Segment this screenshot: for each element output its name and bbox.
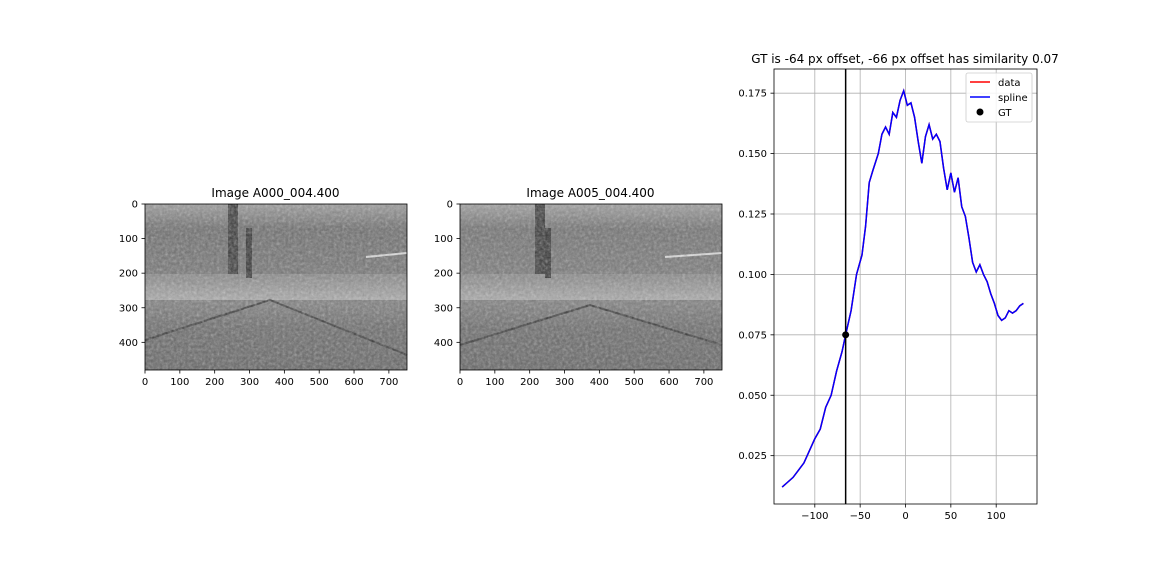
scene-detail-a005: [459, 204, 723, 370]
y-tick-label: 100: [119, 234, 138, 245]
chart-title: GT is -64 px offset, -66 px offset has s…: [751, 52, 1059, 66]
scene-detail-a000: [144, 204, 408, 370]
y-axis-ticks-a005: 0 100 200 300 400: [434, 200, 460, 349]
similarity-line-chart: GT is -64 px offset, -66 px offset has s…: [738, 52, 1058, 522]
y-tick-label: 0.025: [738, 451, 767, 462]
y-tick-label: 0: [447, 200, 453, 211]
legend: data spline GT: [965, 72, 1033, 123]
image-panel-a000: Image A000_004.400 0 100 200 300 400 500 600 70…: [119, 186, 408, 388]
image-panel-a005: Image A005_004.400 0 100 200 300 400 500 600 70…: [434, 186, 723, 388]
legend-item-spline: spline: [970, 93, 1028, 104]
grid-lines: [774, 69, 1037, 504]
x-tick-label: 600: [344, 377, 363, 388]
x-tick-label: 100: [170, 377, 189, 388]
x-tick-label: 100: [987, 511, 1006, 522]
x-tick-label: 50: [944, 511, 957, 522]
y-axis-ticks: 0.025 0.050 0.075 0.100 0.125 0.150 0.175: [738, 89, 774, 462]
y-tick-label: 400: [119, 338, 138, 349]
x-tick-label: 400: [275, 377, 294, 388]
x-axis-ticks: −100 −50 0 50 100: [801, 504, 1006, 522]
y-tick-label: 400: [434, 338, 453, 349]
image-title-a005: Image A005_004.400: [526, 186, 654, 200]
legend-item-data: data: [970, 78, 1021, 89]
x-tick-label: 700: [694, 377, 713, 388]
x-tick-label: 400: [590, 377, 609, 388]
x-tick-label: 500: [310, 377, 329, 388]
y-tick-label: 300: [434, 303, 453, 314]
data-series-line: [781, 88, 1024, 488]
y-tick-label: 200: [119, 269, 138, 280]
x-tick-label: 200: [205, 377, 224, 388]
x-tick-label: 700: [379, 377, 398, 388]
image-title-a000: Image A000_004.400: [211, 186, 339, 200]
x-tick-label: 100: [485, 377, 504, 388]
x-axis-ticks-a005: 0 100 200 300 400 500 600 700: [457, 370, 713, 388]
y-tick-label: 0.125: [738, 210, 767, 221]
y-axis-ticks-a000: 0 100 200 300 400: [119, 200, 145, 349]
x-tick-label: 0: [457, 377, 463, 388]
y-tick-label: 0.175: [738, 89, 767, 100]
y-tick-label: 0.150: [738, 149, 767, 160]
y-tick-label: 0.100: [738, 270, 767, 281]
legend-label-data: data: [998, 78, 1021, 89]
gt-point: [842, 331, 850, 339]
x-tick-label: −100: [801, 511, 828, 522]
x-tick-label: −50: [850, 511, 871, 522]
x-tick-label: 300: [555, 377, 574, 388]
x-tick-label: 0: [142, 377, 148, 388]
y-tick-label: 0: [132, 200, 138, 211]
x-tick-label: 0: [902, 511, 908, 522]
x-tick-label: 600: [659, 377, 678, 388]
x-tick-label: 500: [625, 377, 644, 388]
x-axis-ticks-a000: 0 100 200 300 400 500 600 700: [142, 370, 398, 388]
x-tick-label: 300: [240, 377, 259, 388]
legend-label-spline: spline: [998, 93, 1028, 104]
y-tick-label: 200: [434, 269, 453, 280]
y-tick-label: 300: [119, 303, 138, 314]
x-tick-label: 200: [520, 377, 539, 388]
y-tick-label: 100: [434, 234, 453, 245]
y-tick-label: 0.050: [738, 391, 767, 402]
y-tick-label: 0.075: [738, 330, 767, 341]
legend-item-gt: GT: [976, 108, 1012, 119]
spline-series-line: [781, 88, 1024, 488]
legend-label-gt: GT: [998, 108, 1012, 119]
